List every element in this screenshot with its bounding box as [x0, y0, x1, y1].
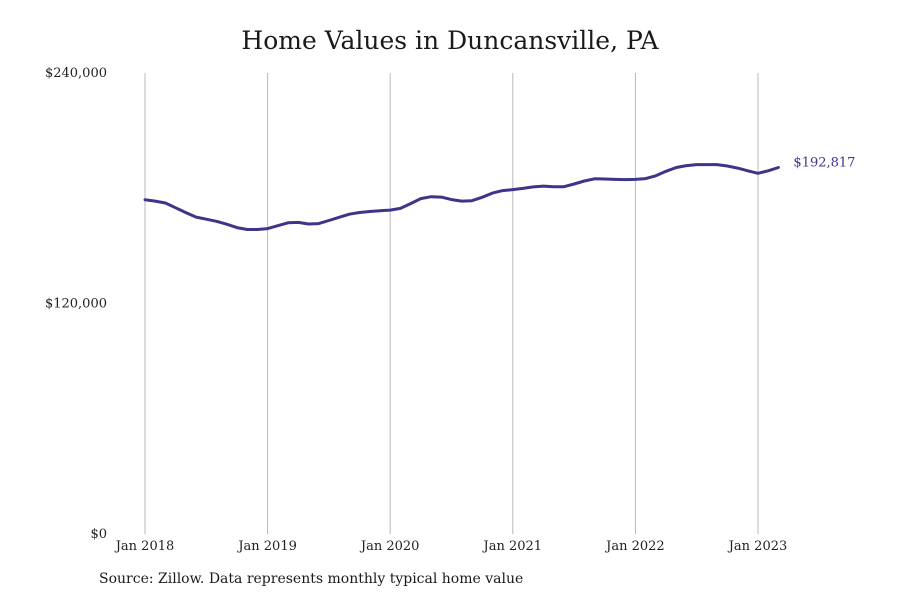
x-tick-label: Jan 2023: [727, 539, 788, 554]
grid-layer: [144, 73, 759, 534]
x-tick-label: Jan 2022: [604, 539, 665, 554]
x-tick-label: Jan 2019: [236, 539, 297, 554]
x-tick-label: Jan 2021: [482, 539, 543, 554]
y-axis-ticks: $0 $120,000 $240,000: [45, 66, 107, 542]
y-tick-label: $120,000: [45, 297, 107, 312]
series-line: [143, 163, 780, 231]
x-axis-ticks: Jan 2018 Jan 2019 Jan 2020 Jan 2021 Jan 2022…: [114, 539, 788, 554]
series-layer: $192,817: [143, 156, 855, 231]
y-tick-label: $0: [90, 527, 107, 542]
end-value-label: $192,817: [793, 156, 855, 171]
chart-title: Home Values in Duncansville, PA: [241, 26, 659, 55]
x-tick-label: Jan 2018: [114, 539, 175, 554]
x-tick-label: Jan 2020: [359, 539, 420, 554]
source-note: Source: Zillow. Data represents monthly …: [99, 571, 524, 587]
y-tick-label: $240,000: [45, 66, 107, 81]
